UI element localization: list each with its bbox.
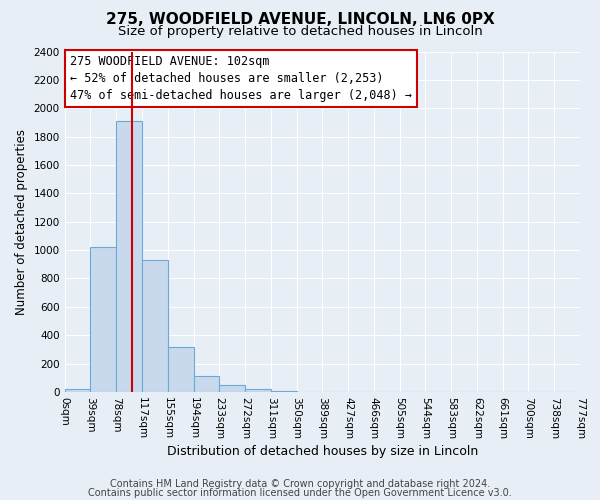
- Bar: [245, 389, 271, 392]
- Bar: [271, 391, 296, 392]
- Bar: [116, 121, 142, 392]
- Text: Size of property relative to detached houses in Lincoln: Size of property relative to detached ho…: [118, 25, 482, 38]
- Bar: [65, 389, 91, 392]
- Text: 275, WOODFIELD AVENUE, LINCOLN, LN6 0PX: 275, WOODFIELD AVENUE, LINCOLN, LN6 0PX: [106, 12, 494, 28]
- Text: Contains HM Land Registry data © Crown copyright and database right 2024.: Contains HM Land Registry data © Crown c…: [110, 479, 490, 489]
- Bar: [193, 376, 219, 392]
- Text: 275 WOODFIELD AVENUE: 102sqm
← 52% of detached houses are smaller (2,253)
47% of: 275 WOODFIELD AVENUE: 102sqm ← 52% of de…: [70, 55, 412, 102]
- Bar: [168, 346, 193, 392]
- Y-axis label: Number of detached properties: Number of detached properties: [15, 128, 28, 314]
- Text: Contains public sector information licensed under the Open Government Licence v3: Contains public sector information licen…: [88, 488, 512, 498]
- Bar: [91, 248, 116, 392]
- X-axis label: Distribution of detached houses by size in Lincoln: Distribution of detached houses by size …: [167, 444, 478, 458]
- Bar: [142, 260, 168, 392]
- Bar: [219, 385, 245, 392]
